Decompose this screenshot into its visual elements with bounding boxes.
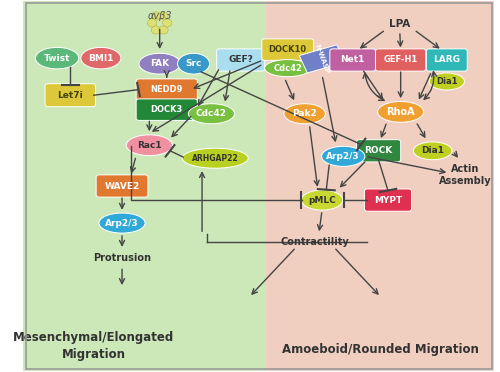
Ellipse shape [99, 213, 145, 233]
FancyBboxPatch shape [330, 49, 376, 71]
Text: BMI1: BMI1 [88, 54, 114, 62]
FancyBboxPatch shape [136, 79, 198, 100]
Text: Contractility: Contractility [280, 237, 349, 247]
Ellipse shape [188, 104, 234, 124]
FancyBboxPatch shape [136, 99, 198, 121]
Ellipse shape [284, 104, 326, 124]
FancyBboxPatch shape [96, 175, 148, 197]
Text: RhoA: RhoA [386, 107, 415, 117]
FancyBboxPatch shape [45, 84, 96, 107]
Ellipse shape [378, 102, 424, 122]
FancyBboxPatch shape [262, 39, 314, 60]
Text: Protrusion: Protrusion [93, 253, 151, 263]
Text: DOCK10: DOCK10 [268, 45, 307, 54]
Ellipse shape [81, 47, 121, 69]
Ellipse shape [139, 53, 180, 74]
FancyBboxPatch shape [426, 49, 468, 71]
Text: LARG: LARG [434, 55, 460, 64]
Text: NEDD9: NEDD9 [150, 85, 183, 94]
Text: Twist: Twist [44, 54, 70, 62]
Ellipse shape [148, 19, 157, 27]
Ellipse shape [158, 12, 168, 20]
FancyBboxPatch shape [364, 189, 412, 211]
Ellipse shape [429, 73, 464, 90]
Text: FAK: FAK [150, 59, 170, 68]
Ellipse shape [182, 148, 248, 168]
Ellipse shape [178, 53, 210, 74]
Text: LPA: LPA [389, 19, 410, 29]
Ellipse shape [151, 26, 160, 34]
Text: ARHGAP22: ARHGAP22 [192, 154, 238, 163]
Text: Dia1: Dia1 [421, 146, 444, 155]
Ellipse shape [151, 12, 160, 20]
Text: Dia1: Dia1 [436, 77, 458, 86]
Text: Pak2: Pak2 [292, 109, 317, 118]
Text: Mesenchymal/Elongated
Migration: Mesenchymal/Elongated Migration [13, 331, 174, 361]
Ellipse shape [36, 47, 78, 69]
Text: WAVE2: WAVE2 [104, 182, 140, 190]
Ellipse shape [126, 135, 172, 155]
Text: Actin
Assembly: Actin Assembly [440, 164, 492, 186]
Text: GEF?: GEF? [228, 55, 253, 64]
Text: Let7i: Let7i [58, 91, 83, 100]
Polygon shape [300, 45, 345, 73]
Text: N-WASP: N-WASP [314, 43, 330, 75]
FancyBboxPatch shape [376, 49, 426, 71]
Text: αvβ3: αvβ3 [148, 11, 172, 21]
Ellipse shape [414, 142, 452, 160]
Text: DOCK3: DOCK3 [150, 105, 183, 114]
Text: ROCK: ROCK [364, 146, 392, 155]
Ellipse shape [158, 26, 168, 34]
Text: Cdc42: Cdc42 [274, 64, 302, 73]
FancyBboxPatch shape [356, 140, 401, 162]
Ellipse shape [162, 19, 172, 27]
Text: Arp2/3: Arp2/3 [105, 219, 139, 228]
Text: Rac1: Rac1 [137, 141, 162, 150]
Text: MYPT: MYPT [374, 196, 402, 205]
Ellipse shape [322, 146, 365, 166]
Text: Net1: Net1 [340, 55, 365, 64]
Ellipse shape [302, 190, 343, 210]
Text: Src: Src [186, 59, 202, 68]
Polygon shape [266, 1, 494, 371]
Text: Amoeboid/Rounded Migration: Amoeboid/Rounded Migration [282, 343, 480, 356]
Text: Cdc42: Cdc42 [196, 109, 227, 118]
Text: pMLC: pMLC [308, 196, 336, 205]
Text: GEF-H1: GEF-H1 [384, 55, 418, 64]
Polygon shape [23, 1, 266, 371]
Ellipse shape [264, 60, 311, 77]
FancyBboxPatch shape [216, 49, 264, 71]
Text: Arp2/3: Arp2/3 [326, 152, 360, 161]
